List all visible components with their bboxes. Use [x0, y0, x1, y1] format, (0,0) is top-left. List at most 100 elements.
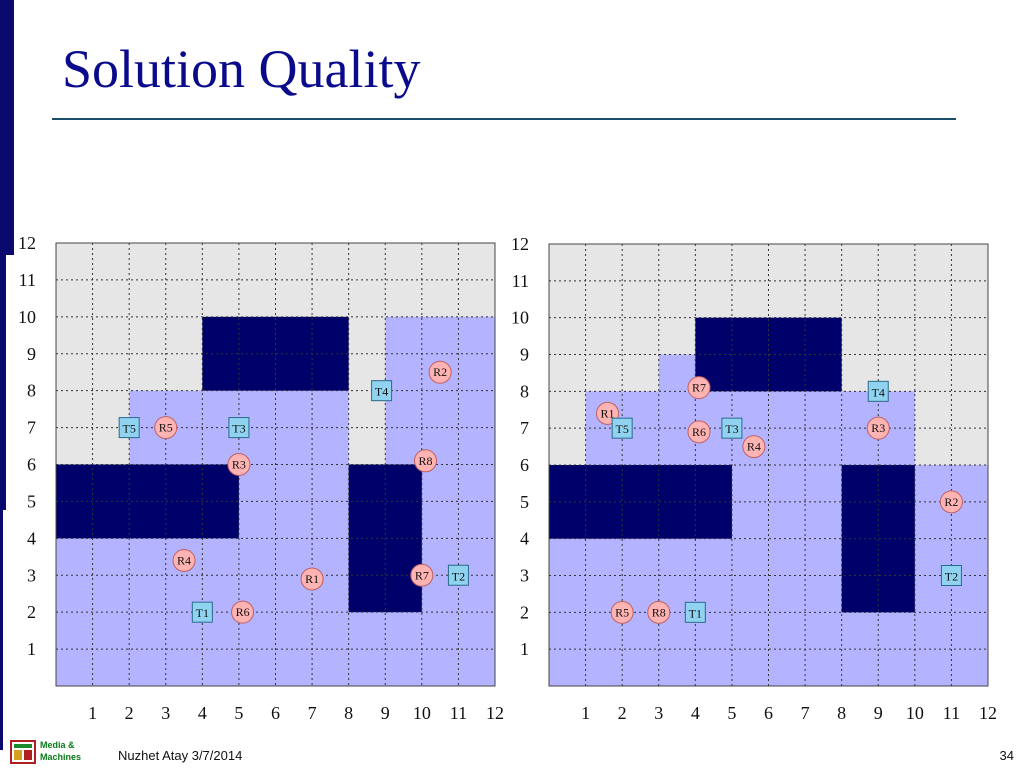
robot-label: R5 [159, 421, 173, 435]
robot-label: R3 [871, 421, 885, 435]
y-axis-tick-label: 1 [27, 639, 36, 659]
task-label: T4 [375, 385, 388, 399]
task-marker: T1 [191, 601, 213, 623]
task-label: T3 [725, 422, 738, 436]
x-axis-tick-label: 8 [837, 703, 846, 723]
robot-marker: R2 [428, 360, 452, 384]
y-axis-tick-label: 6 [520, 455, 529, 475]
task-square [867, 380, 889, 402]
task-square [447, 564, 469, 586]
task-square [940, 565, 962, 586]
task-marker: T3 [721, 417, 743, 439]
left-accent-bar-lower [0, 255, 6, 510]
y-axis-tick-label: 7 [27, 418, 36, 438]
robot-label: R6 [692, 425, 706, 439]
robot-marker: R1 [300, 567, 324, 591]
x-axis-tick-label: 1 [88, 703, 97, 723]
x-axis-tick-label: 12 [486, 703, 504, 723]
x-axis-tick-label: 12 [979, 703, 997, 723]
x-axis-tick-label: 7 [308, 703, 317, 723]
footer-author-date: Nuzhet Atay 3/7/2014 [118, 748, 243, 763]
y-axis-tick-label: 5 [27, 491, 36, 511]
robot-marker: R2 [939, 490, 963, 514]
robot-marker: R8 [413, 449, 437, 473]
x-axis-tick-label: 3 [161, 703, 170, 723]
robot-label: R2 [944, 495, 958, 509]
robot-marker: R3 [866, 416, 890, 440]
robot-label: R4 [177, 553, 191, 567]
robot-label: R8 [652, 605, 666, 619]
media-machines-logo-icon [10, 740, 36, 764]
robot-circle [413, 449, 437, 473]
x-axis-tick-label: 11 [450, 703, 467, 723]
robot-circle [231, 600, 255, 624]
task-square [684, 601, 706, 623]
footer-brand-line1: Media & [40, 740, 75, 750]
page-number: 34 [999, 748, 1014, 763]
title-divider [52, 118, 956, 120]
robot-label: R1 [601, 406, 615, 420]
robot-label: R8 [418, 454, 432, 468]
y-axis-tick-label: 10 [511, 308, 529, 328]
x-axis-tick-label: 10 [413, 703, 431, 723]
robot-circle [172, 548, 196, 572]
grid-border [55, 242, 496, 687]
task-label: T5 [615, 422, 628, 436]
y-axis-tick-label: 9 [520, 345, 529, 365]
robot-marker: R5 [154, 416, 178, 440]
robot-label: R2 [433, 365, 447, 379]
robot-marker: R5 [610, 600, 634, 624]
robot-circle [428, 360, 452, 384]
x-axis-tick-label: 2 [125, 703, 134, 723]
robot-circle [410, 563, 434, 587]
grid-border [548, 243, 989, 687]
y-axis-tick-label: 7 [520, 418, 529, 438]
task-marker: T4 [867, 380, 889, 402]
task-label: T2 [452, 569, 465, 583]
robot-circle [610, 600, 634, 624]
x-axis-tick-label: 1 [581, 703, 590, 723]
robot-circle [742, 435, 766, 459]
x-axis-tick-label: 10 [906, 703, 924, 723]
task-marker: T2 [447, 564, 469, 586]
x-axis-tick-label: 6 [271, 703, 280, 723]
task-square [118, 417, 140, 439]
task-label: T5 [122, 422, 135, 436]
robot-circle [647, 600, 671, 624]
task-square [721, 417, 743, 439]
x-axis-tick-label: 4 [691, 703, 700, 723]
task-square [371, 380, 393, 402]
robot-circle [300, 567, 324, 591]
slide-title: Solution Quality [62, 39, 421, 99]
robot-label: R7 [415, 568, 429, 582]
y-axis-tick-label: 8 [27, 381, 36, 401]
task-marker: T3 [228, 417, 250, 439]
x-axis-tick-label: 5 [727, 703, 736, 723]
y-axis-tick-label: 10 [18, 307, 36, 327]
task-label: T3 [232, 422, 245, 436]
robot-marker: R4 [742, 435, 766, 459]
robot-marker: R7 [410, 563, 434, 587]
x-axis-tick-label: 5 [234, 703, 243, 723]
robot-circle [939, 490, 963, 514]
robot-marker: R4 [172, 548, 196, 572]
right-grid-panel: 112233445566778899101011111212R1R2R3R4R5… [511, 234, 997, 723]
robot-marker: R3 [227, 453, 251, 476]
left-accent-bar [0, 0, 14, 255]
robot-label: R5 [615, 605, 629, 619]
task-square [228, 417, 250, 439]
x-axis-tick-label: 9 [874, 703, 883, 723]
task-label: T2 [945, 570, 958, 584]
robot-marker: R8 [647, 600, 671, 624]
left-grid-panel: 112233445566778899101011111212R1R2R3R4R5… [18, 233, 504, 723]
y-axis-tick-label: 9 [27, 344, 36, 364]
x-axis-tick-label: 11 [943, 703, 960, 723]
y-axis-tick-label: 4 [520, 529, 529, 549]
y-axis-tick-label: 12 [511, 234, 529, 254]
robot-marker: R7 [687, 376, 711, 400]
y-axis-tick-label: 2 [520, 602, 529, 622]
x-axis-tick-label: 4 [198, 703, 207, 723]
x-axis-tick-label: 6 [764, 703, 773, 723]
task-label: T4 [872, 385, 885, 399]
task-square [611, 417, 633, 439]
